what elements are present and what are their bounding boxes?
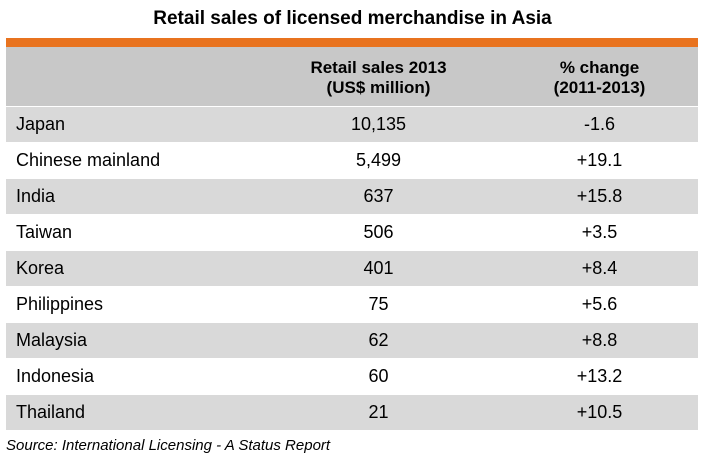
table-row: Chinese mainland 5,499 +19.1 — [6, 143, 698, 179]
data-table: Retail sales 2013 (US$ million) % change… — [6, 47, 698, 431]
header-change-line2: (2011-2013) — [553, 78, 646, 97]
table-row: Taiwan 506 +3.5 — [6, 215, 698, 251]
country-cell: Chinese mainland — [16, 150, 161, 170]
change-cell: +19.1 — [576, 150, 623, 170]
sales-cell: 637 — [363, 186, 394, 206]
header-change: % change (2011-2013) — [501, 47, 698, 106]
accent-bar — [6, 38, 698, 47]
table-header: Retail sales 2013 (US$ million) % change… — [6, 47, 698, 107]
header-sales-line1: Retail sales 2013 — [310, 58, 447, 77]
country-cell: Korea — [16, 258, 65, 278]
country-cell: Taiwan — [16, 222, 73, 242]
change-cell: +8.8 — [581, 330, 618, 350]
country-cell: Malaysia — [16, 330, 88, 350]
header-change-line1: % change — [559, 58, 640, 77]
header-sales-line2: (US$ million) — [326, 78, 431, 97]
sales-cell: 60 — [368, 366, 389, 386]
sales-cell: 62 — [368, 330, 389, 350]
change-cell: +5.6 — [581, 294, 618, 314]
change-cell: -1.6 — [583, 114, 616, 134]
country-cell: Philippines — [16, 294, 104, 314]
sales-cell: 5,499 — [355, 150, 402, 170]
table-row: Indonesia 60 +13.2 — [6, 359, 698, 395]
header-country — [6, 47, 256, 106]
change-cell: +3.5 — [581, 222, 618, 242]
sales-cell: 10,135 — [350, 114, 407, 134]
header-sales: Retail sales 2013 (US$ million) — [256, 47, 501, 106]
country-cell: India — [16, 186, 56, 206]
change-cell: +15.8 — [576, 186, 623, 206]
table-row: Malaysia 62 +8.8 — [6, 323, 698, 359]
country-cell: Thailand — [16, 402, 86, 422]
table-row: Thailand 21 +10.5 — [6, 395, 698, 431]
country-cell: Japan — [16, 114, 66, 134]
sales-cell: 506 — [363, 222, 394, 242]
change-cell: +13.2 — [576, 366, 623, 386]
table-row: Korea 401 +8.4 — [6, 251, 698, 287]
table-title: Retail sales of licensed merchandise in … — [153, 8, 552, 29]
table-row: India 637 +15.8 — [6, 179, 698, 215]
change-cell: +8.4 — [581, 258, 618, 278]
table-row: Japan 10,135 -1.6 — [6, 107, 698, 143]
country-cell: Indonesia — [16, 366, 95, 386]
sales-cell: 21 — [368, 402, 389, 422]
change-cell: +10.5 — [576, 402, 623, 422]
source-note: Source: International Licensing - A Stat… — [6, 437, 331, 454]
sales-cell: 75 — [368, 294, 389, 314]
table-row: Philippines 75 +5.6 — [6, 287, 698, 323]
sales-cell: 401 — [363, 258, 394, 278]
